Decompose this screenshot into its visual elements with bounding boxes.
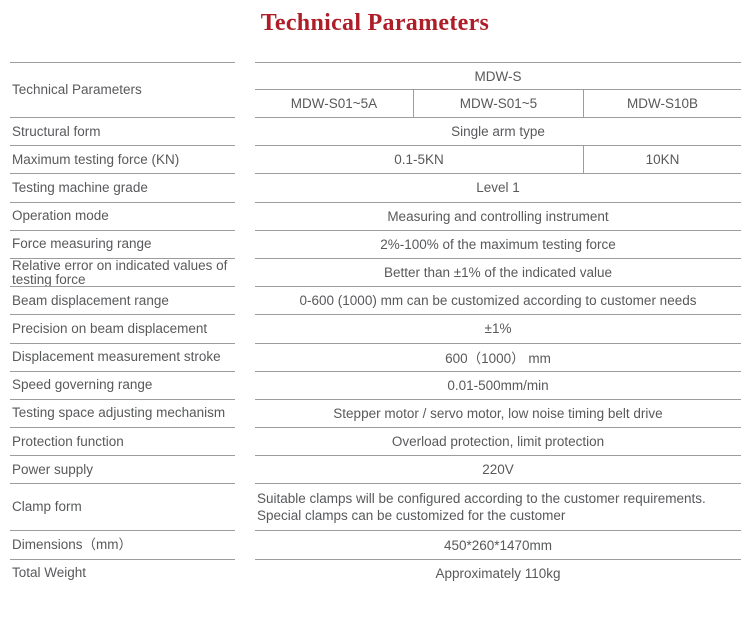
row-dimensions: Dimensions（mm） 450*260*1470mm <box>0 530 750 558</box>
series-name: MDW-S <box>255 62 741 89</box>
row-space-adjusting-mechanism: Testing space adjusting mechanism Steppe… <box>0 398 750 427</box>
row-label: Relative error on indicated values of te… <box>10 257 235 286</box>
row-label: Speed governing range <box>10 370 235 399</box>
row-value: 0.01-500mm/min <box>255 370 741 399</box>
table-header-row: Technical Parameters MDW-S MDW-S01~5A MD… <box>0 62 750 117</box>
row-total-weight: Total Weight Approximately 110kg <box>0 558 750 587</box>
row-value-col3: 10KN <box>583 145 741 174</box>
row-label: Clamp form <box>10 483 235 530</box>
row-value: 220V <box>255 455 741 483</box>
row-precision-beam-displacement: Precision on beam displacement ±1% <box>0 314 750 342</box>
row-structural-form: Structural form Single arm type <box>0 117 750 145</box>
row-label: Precision on beam displacement <box>10 314 235 342</box>
model-name-2: MDW-S01~5 <box>412 89 584 117</box>
clamp-form-line2: Special clamps can be customized for the… <box>257 508 566 524</box>
row-value: Single arm type <box>255 117 741 145</box>
row-value: Measuring and controlling instrument <box>255 201 741 230</box>
row-testing-machine-grade: Testing machine grade Level 1 <box>0 173 750 201</box>
row-value: Suitable clamps will be configured accor… <box>255 483 741 530</box>
row-value: Approximately 110kg <box>255 558 741 587</box>
row-label: Power supply <box>10 455 235 483</box>
row-value: 0-600 (1000) mm can be customized accord… <box>255 286 741 314</box>
row-label: Beam displacement range <box>10 286 235 314</box>
row-power-supply: Power supply 220V <box>0 455 750 483</box>
page-title: Technical Parameters <box>260 10 490 36</box>
row-label: Testing machine grade <box>10 173 235 201</box>
row-label: Total Weight <box>10 558 235 587</box>
row-label: Structural form <box>10 117 235 145</box>
row-speed-governing-range: Speed governing range 0.01-500mm/min <box>0 370 750 399</box>
row-value-span2: 0.1-5KN <box>255 145 584 173</box>
row-relative-error: Relative error on indicated values of te… <box>0 257 750 286</box>
row-label: Dimensions（mm） <box>10 530 235 558</box>
row-value: 450*260*1470mm <box>255 530 741 558</box>
model-name-1: MDW-S01~5A <box>255 89 413 117</box>
row-displacement-stroke: Displacement measurement stroke 600（1000… <box>0 342 750 371</box>
row-value: Level 1 <box>255 173 741 201</box>
row-operation-mode: Operation mode Measuring and controlling… <box>0 201 750 230</box>
row-value: Stepper motor / servo motor, low noise t… <box>255 398 741 427</box>
row-label: Testing space adjusting mechanism <box>10 398 235 427</box>
header-model-area: MDW-S MDW-S01~5A MDW-S01~5 MDW-S10B <box>255 62 741 117</box>
row-label: Displacement measurement stroke <box>10 342 235 371</box>
header-label: Technical Parameters <box>10 62 235 117</box>
row-value: Better than ±1% of the indicated value <box>255 257 741 286</box>
row-beam-displacement-range: Beam displacement range 0-600 (1000) mm … <box>0 286 750 314</box>
model-name-3: MDW-S10B <box>583 89 741 117</box>
row-value: ±1% <box>255 314 741 342</box>
technical-parameters-table: Technical Parameters MDW-S MDW-S01~5A MD… <box>0 62 750 587</box>
row-force-measuring-range: Force measuring range 2%-100% of the max… <box>0 229 750 258</box>
row-label: Maximum testing force (KN) <box>10 145 235 173</box>
row-label: Operation mode <box>10 201 235 230</box>
row-value: Overload protection, limit protection <box>255 427 741 455</box>
row-value: 600（1000） mm <box>255 342 741 371</box>
row-label: Protection function <box>10 427 235 455</box>
row-label: Force measuring range <box>10 229 235 258</box>
row-maximum-testing-force: Maximum testing force (KN) 0.1-5KN 10KN <box>0 145 750 174</box>
row-clamp-form: Clamp form Suitable clamps will be confi… <box>0 483 750 530</box>
clamp-form-line1: Suitable clamps will be configured accor… <box>257 491 706 507</box>
row-value: 2%-100% of the maximum testing force <box>255 229 741 258</box>
row-protection-function: Protection function Overload protection,… <box>0 427 750 455</box>
